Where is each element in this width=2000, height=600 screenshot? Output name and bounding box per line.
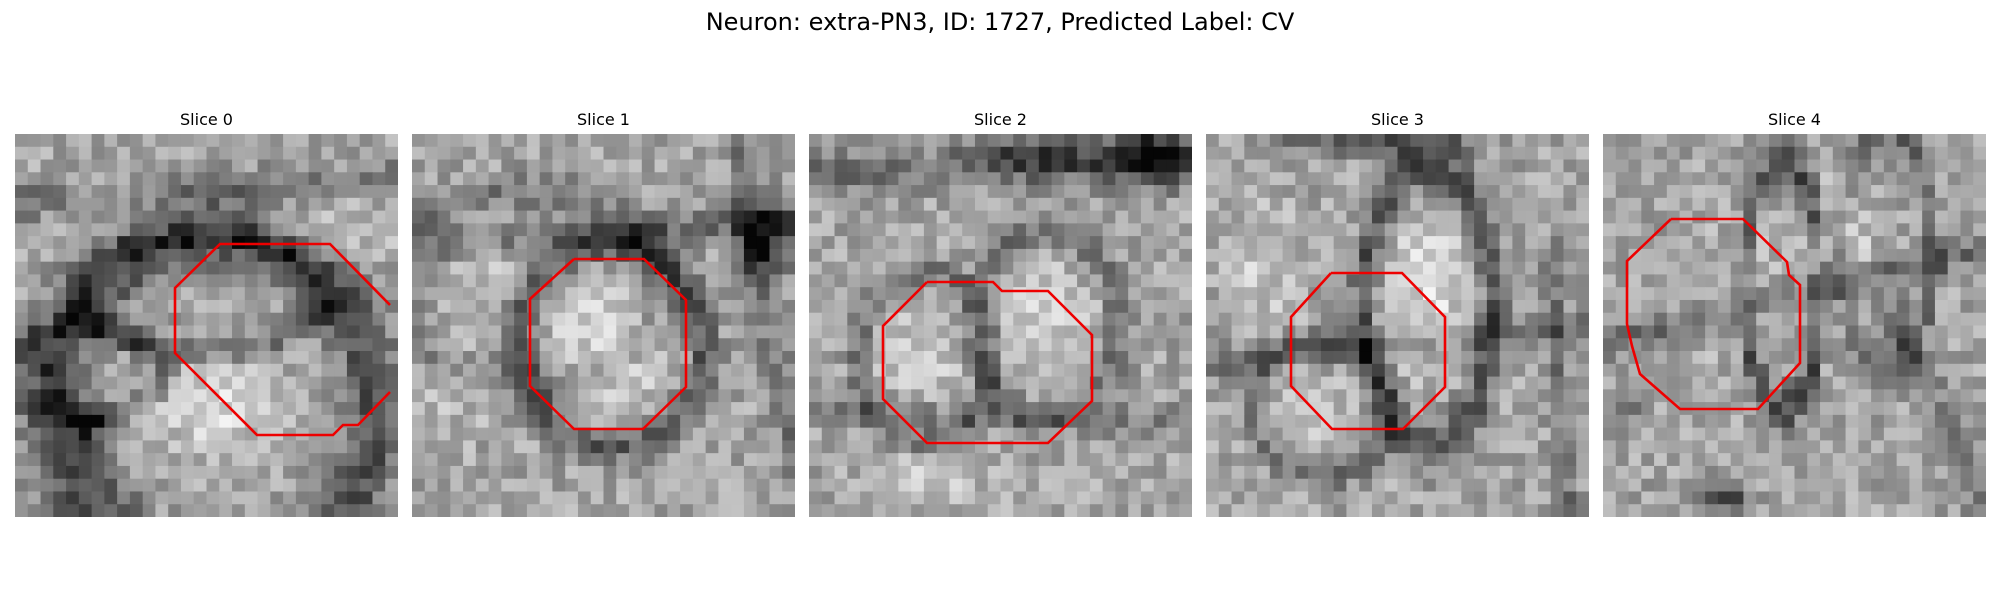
slice-title: Slice 4 bbox=[1768, 110, 1821, 129]
slice-title: Slice 3 bbox=[1371, 110, 1424, 129]
slice-panel-2: Slice 2 bbox=[809, 110, 1192, 520]
slice-title: Slice 1 bbox=[577, 110, 630, 129]
cell-contour bbox=[1625, 217, 1802, 411]
cell-contour bbox=[223, 242, 391, 306]
em-image-slice-2 bbox=[809, 134, 1192, 517]
pixel-grid bbox=[15, 134, 398, 517]
slice-title: Slice 2 bbox=[974, 110, 1027, 129]
em-image-slice-1 bbox=[412, 134, 795, 517]
pixel-grid bbox=[1206, 134, 1589, 517]
cell-contour bbox=[881, 280, 1094, 445]
pixel-grid bbox=[809, 134, 1192, 517]
cell-contour bbox=[528, 257, 688, 431]
cell-contour bbox=[173, 242, 391, 437]
pixel-grid bbox=[412, 134, 795, 517]
pixel-grid bbox=[1603, 134, 1986, 517]
em-image-slice-4 bbox=[1603, 134, 1986, 517]
slice-panel-4: Slice 4 bbox=[1603, 110, 1986, 520]
figure-title: Neuron: extra-PN3, ID: 1727, Predicted L… bbox=[705, 8, 1295, 36]
cell-contour bbox=[1289, 271, 1447, 431]
slice-panel-1: Slice 1 bbox=[412, 110, 795, 520]
slice-panel-0: Slice 0 bbox=[15, 110, 398, 520]
slice-panel-3: Slice 3 bbox=[1206, 110, 1589, 520]
slice-title: Slice 0 bbox=[180, 110, 233, 129]
em-image-slice-0 bbox=[15, 134, 398, 517]
em-image-slice-3 bbox=[1206, 134, 1589, 517]
